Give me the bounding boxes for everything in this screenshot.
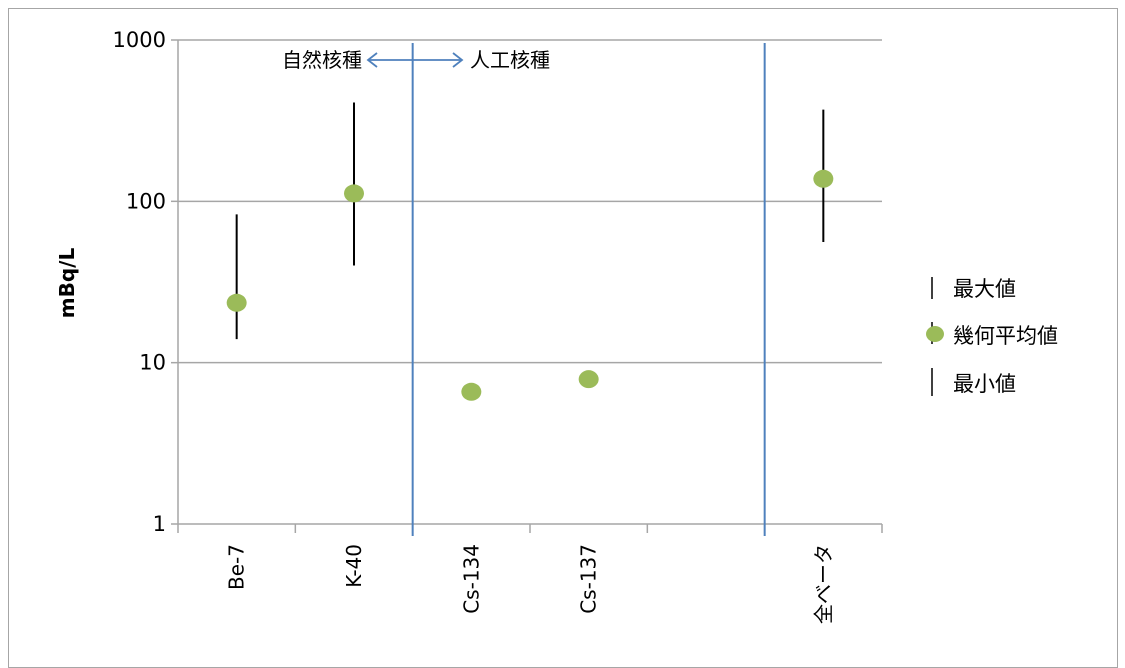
legend-mean-label: 幾何平均値 [953, 324, 1058, 348]
data-marks [226, 102, 834, 401]
legend-item-mean: 幾何平均値 [926, 322, 1058, 348]
axes [171, 39, 883, 533]
chart-svg: 1 10 100 1000 Be-7 K-40 Cs-134 Cs-137 全ベータ mBq/L… [55, 28, 1058, 624]
region-dividers [411, 43, 766, 536]
x-category-label: 全ベータ [811, 544, 835, 624]
left-region-label: 自然核種 [282, 48, 362, 72]
legend-mean-marker [926, 326, 944, 342]
mean-point [813, 169, 834, 188]
double-arrow-icon [366, 52, 464, 68]
legend-max-label: 最大値 [953, 277, 1016, 301]
x-category-label: Cs-137 [577, 544, 601, 614]
y-tick-label-10: 10 [139, 351, 166, 375]
x-category-label: K-40 [342, 544, 366, 588]
legend-min-label: 最小値 [953, 372, 1016, 396]
y-tick-label-1: 1 [153, 512, 166, 536]
region-annotation: 自然核種 人工核種 [282, 48, 550, 72]
legend-item-min: 最小値 [931, 368, 1016, 396]
gridlines [178, 39, 882, 364]
y-tick-label-1000: 1000 [113, 28, 166, 52]
mean-point [226, 293, 247, 312]
right-region-label: 人工核種 [470, 48, 550, 72]
y-tick-label-100: 100 [126, 189, 166, 213]
mean-point [344, 184, 364, 203]
mean-point [461, 382, 482, 401]
x-category-label: Cs-134 [459, 544, 483, 614]
legend: 最大値 幾何平均値 最小値 [926, 277, 1058, 396]
y-axis-title: mBq/L [55, 248, 79, 319]
legend-item-max: 最大値 [931, 277, 1016, 301]
mean-point [578, 370, 599, 389]
x-category-label: Be-7 [225, 544, 249, 590]
axis-labels: 1 10 100 1000 Be-7 K-40 Cs-134 Cs-137 全ベータ [113, 28, 836, 624]
